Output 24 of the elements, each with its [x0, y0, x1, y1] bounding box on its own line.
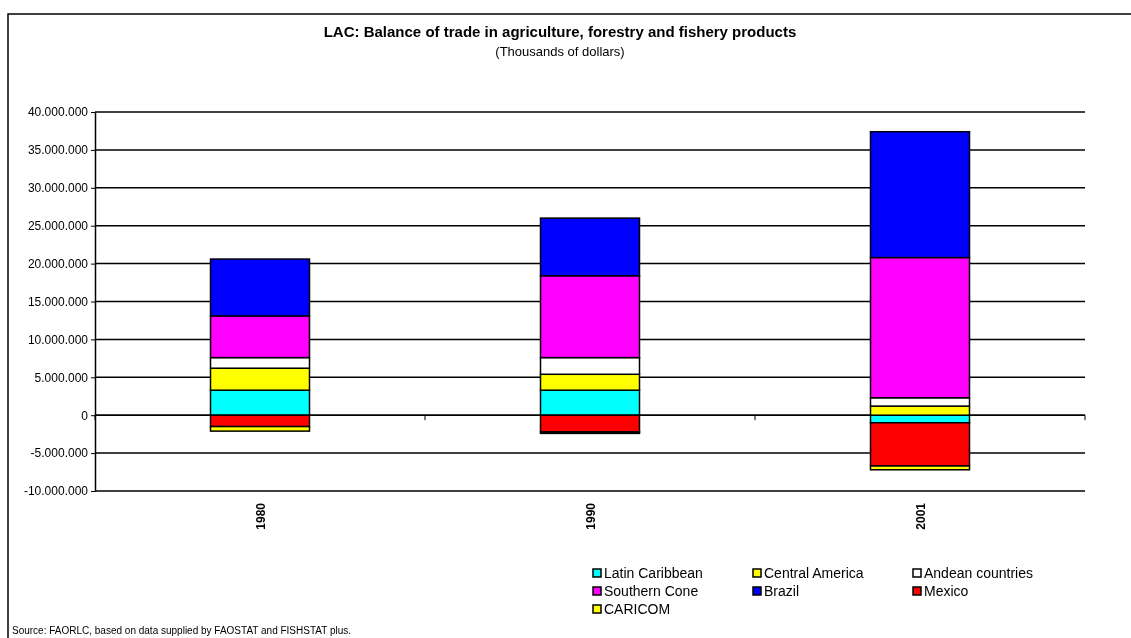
chart-title: LAC: Balance of trade in agriculture, forestry and fishery products — [323, 23, 797, 40]
legend-label: Andean countries — [924, 565, 1033, 581]
y-tick-label: 20.000.000 — [27, 256, 89, 271]
x-tick-label: 1990 — [584, 502, 598, 530]
legend-label: CARICOM — [604, 601, 671, 617]
y-tick-label: 35.000.000 — [27, 143, 89, 158]
y-tick-label: -5.000.000 — [30, 446, 89, 461]
y-tick-label: 30.000.000 — [27, 181, 89, 196]
chart-subtitle: (Thousands of dollars) — [495, 44, 625, 59]
legend-label: Southern Cone — [604, 583, 699, 599]
y-tick-label: 5.000.000 — [34, 370, 89, 385]
legend-label: Central America — [764, 565, 864, 581]
y-tick-label: -10.000.000 — [23, 484, 89, 499]
source-note: Source: FAORLC, based on data supplied by FAOSTAT and FISHSTAT plus. — [12, 625, 352, 636]
x-tick-label: 2001 — [914, 502, 928, 530]
y-tick-label: 40.000.000 — [27, 105, 89, 120]
legend-label: Mexico — [924, 583, 969, 599]
legend-label: Brazil — [764, 583, 800, 599]
x-tick-label: 1980 — [254, 502, 268, 530]
y-tick-label: 15.000.000 — [27, 294, 89, 309]
legend-label: Latin Caribbean — [604, 565, 703, 581]
y-tick-label: 10.000.000 — [27, 332, 89, 347]
y-tick-label: 25.000.000 — [27, 219, 89, 234]
y-tick-label: 0 — [81, 408, 89, 423]
